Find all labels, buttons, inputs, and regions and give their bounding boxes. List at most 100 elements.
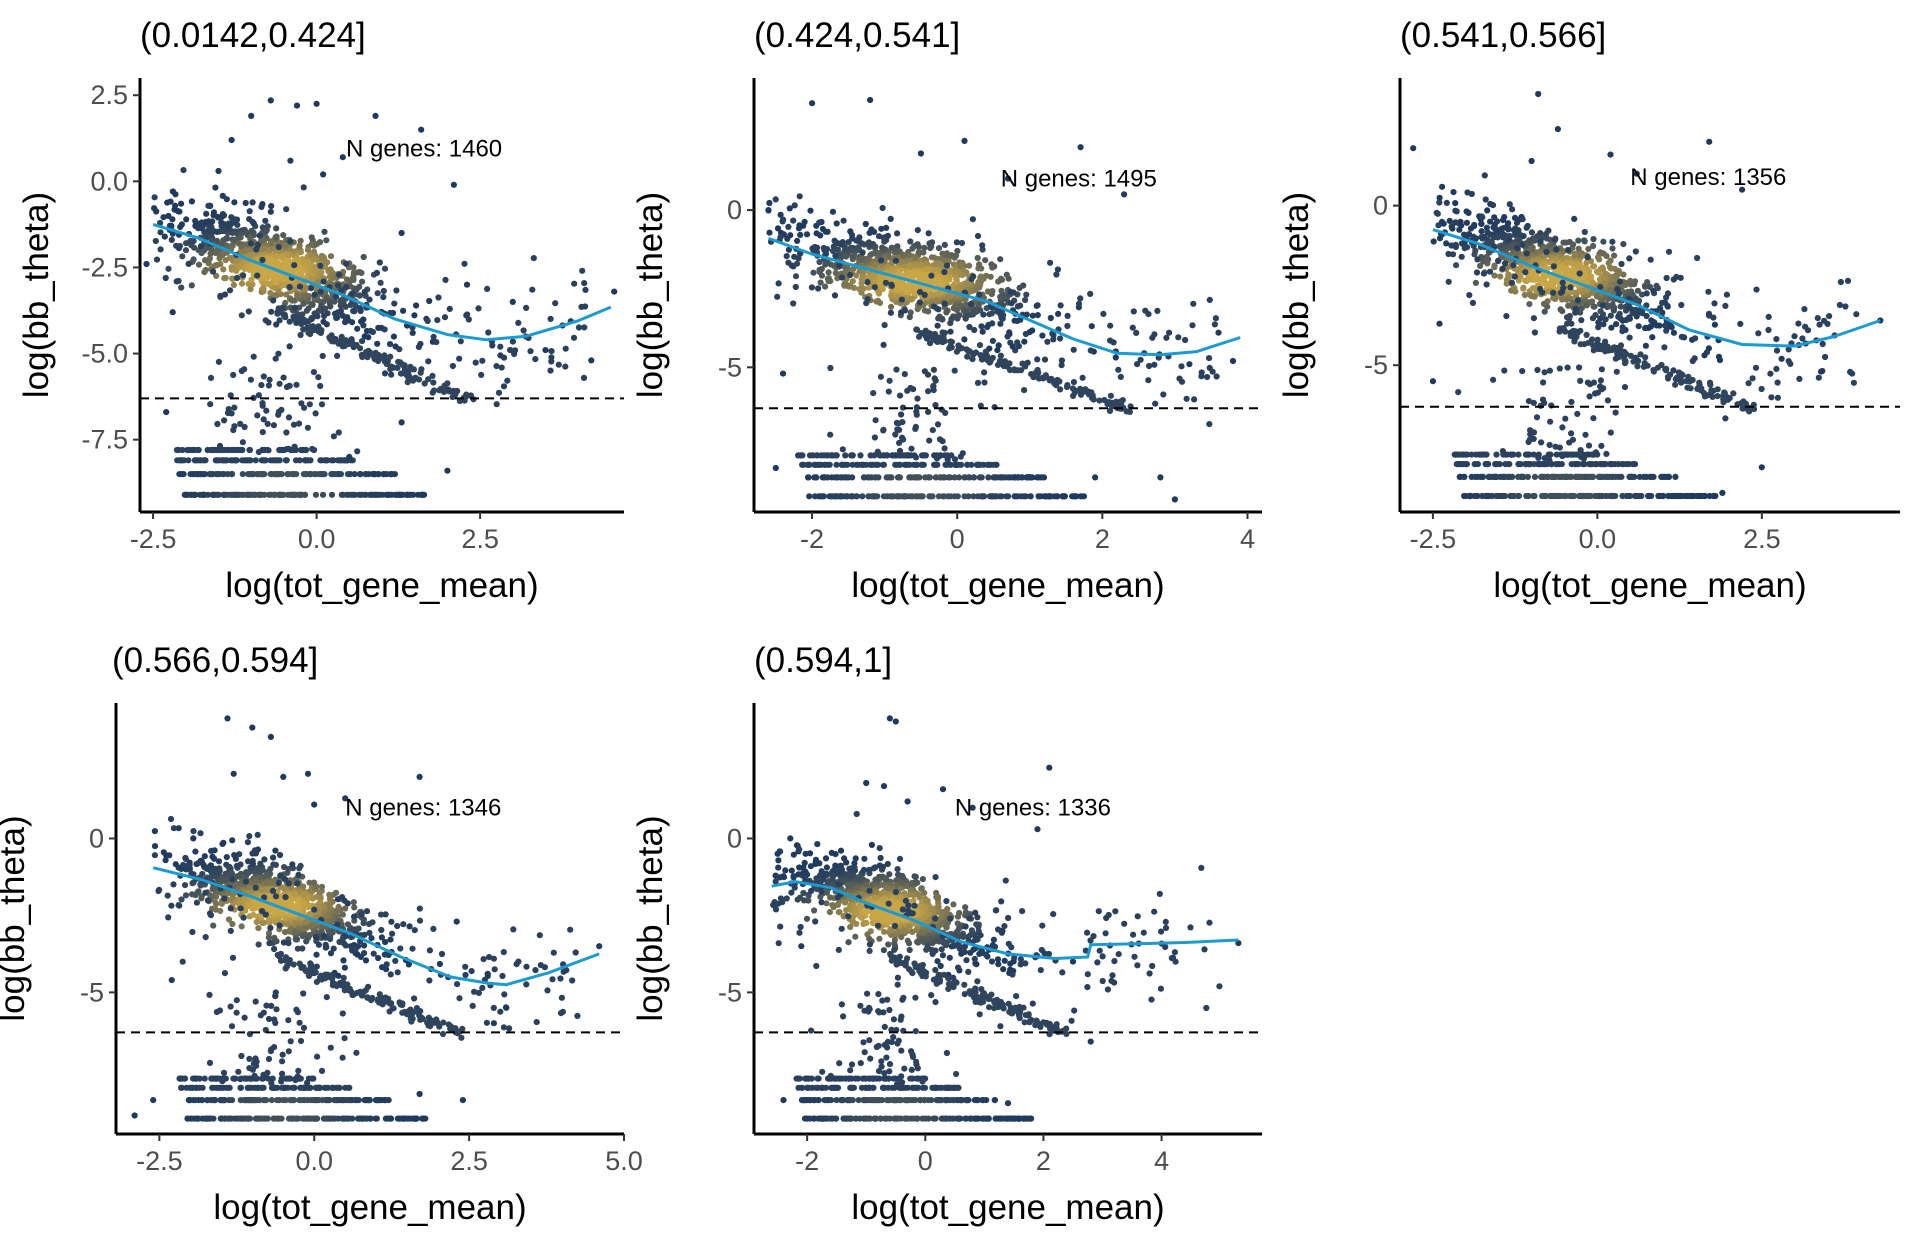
data-point [188,198,195,205]
data-point [411,312,418,319]
data-point [258,203,265,210]
data-point [1584,492,1591,500]
data-point [163,409,170,416]
data-point [276,380,283,387]
data-point [896,474,904,481]
data-point [950,305,957,312]
data-point [1166,329,1173,336]
data-point [245,308,252,315]
data-point [377,279,384,286]
data-point [390,333,397,340]
data-point [323,321,330,328]
data-point [286,343,293,350]
data-point [327,266,334,273]
data-point [260,373,267,380]
data-point [258,491,265,498]
data-point [1107,322,1114,329]
data-point [1531,473,1539,480]
data-point [202,233,209,240]
y-axis-title: log(bb_theta) [17,192,56,398]
data-point [205,260,212,267]
data-point [968,461,975,468]
data-point [265,447,272,454]
data-point [821,452,828,459]
data-point [1637,351,1644,358]
data-point [1152,400,1159,407]
data-point [301,293,308,300]
data-point [1842,303,1849,310]
data-point [914,395,921,402]
data-point [332,293,339,300]
data-point [857,285,864,292]
facet-title: (0.424,0.541] [754,16,960,55]
data-point [941,445,948,452]
data-point [908,445,915,452]
data-point [275,411,282,418]
data-point [910,270,918,277]
data-point [296,242,303,249]
data-point [1600,274,1608,281]
data-point [157,229,164,236]
data-point [1510,262,1517,269]
data-point [1758,385,1765,393]
data-point [921,291,928,298]
data-point [1745,380,1752,387]
data-point [976,474,983,481]
data-point [1538,461,1545,468]
data-point [178,200,185,207]
data-point [979,356,986,363]
data-point [1186,361,1193,368]
data-point [238,367,245,375]
data-point [582,286,589,293]
data-point [333,314,340,322]
data-point [1453,461,1460,468]
data-point [1606,264,1614,271]
data-point [895,493,902,500]
data-point [548,358,555,365]
data-point [1571,215,1578,222]
data-point [930,382,937,389]
data-point [1550,289,1557,296]
data-point [273,252,280,259]
data-point [1502,260,1509,267]
data-point [1528,293,1535,300]
data-point [1621,360,1629,367]
data-point [1501,214,1508,221]
data-point [1446,217,1453,224]
data-point [388,471,395,478]
data-point [1092,474,1099,481]
data-point [994,347,1001,354]
data-point [893,247,901,254]
data-point [298,400,305,407]
data-point [878,257,885,264]
data-point [1057,386,1064,393]
data-point [976,284,983,291]
data-point [1618,260,1625,268]
data-point [263,227,270,234]
data-point [224,446,231,454]
data-point [293,102,301,109]
data-point [1508,279,1515,286]
data-point [1530,315,1537,322]
data-point [1648,492,1655,500]
data-point [247,376,254,383]
data-point [1647,256,1654,263]
data-point [588,357,595,364]
data-point [297,249,304,256]
data-point [981,369,988,376]
data-point [1518,473,1525,480]
data-point [244,263,251,270]
data-point [284,471,291,478]
data-point [417,369,424,376]
data-point [1814,315,1821,322]
data-point [1533,274,1541,281]
data-point [478,371,485,378]
data-point [1737,320,1744,327]
data-point [1755,330,1762,337]
data-point [1452,451,1459,458]
data-point [1130,308,1137,315]
n-genes-annotation: N genes: 1460 [346,136,502,163]
data-point [1134,361,1141,368]
data-point [997,352,1005,359]
data-point [308,471,315,478]
